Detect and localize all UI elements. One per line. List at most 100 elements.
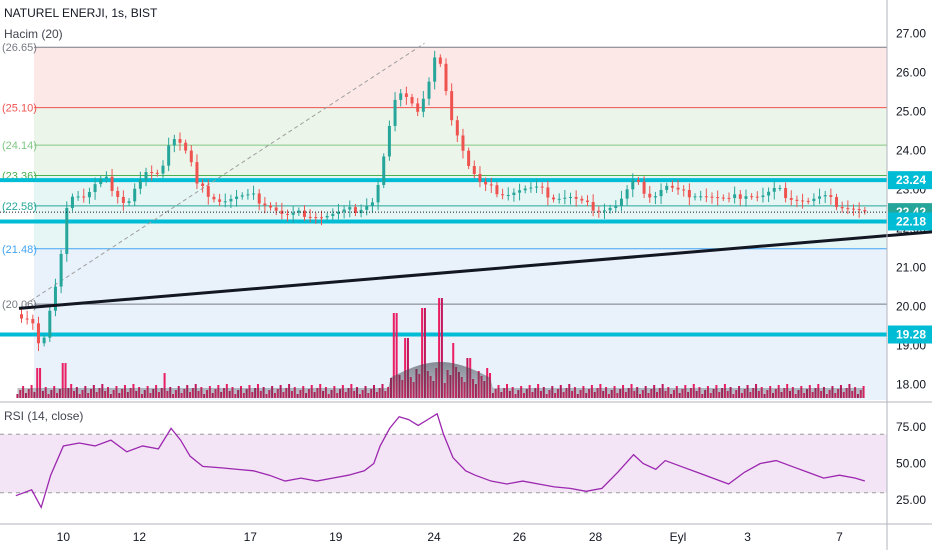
volume-bar: [423, 308, 426, 398]
candle-body: [806, 200, 810, 202]
candle-body: [563, 197, 567, 199]
price-tick-label: 27.00: [896, 27, 926, 41]
candle-body: [161, 165, 165, 174]
candle-body: [99, 178, 103, 185]
rsi-indicator-label[interactable]: RSI (14, close): [4, 409, 84, 423]
candle-body: [144, 172, 148, 180]
fib-zone: [34, 47, 887, 108]
fib-level-label: (22.58): [2, 201, 37, 213]
candle-body: [127, 201, 131, 203]
candle-body: [133, 188, 137, 202]
candle-body: [53, 286, 57, 311]
price-tick-label: 21.00: [896, 260, 926, 274]
candle-body: [70, 196, 74, 209]
candle-body: [636, 179, 640, 182]
rsi-line[interactable]: [15, 412, 866, 510]
candle-body: [155, 172, 159, 174]
price-tick-label: 20.00: [896, 299, 926, 313]
candle-body: [42, 337, 46, 344]
candle-body: [552, 197, 556, 200]
candle-body: [421, 98, 425, 112]
candle-body: [846, 208, 850, 210]
candle-body: [512, 192, 516, 196]
candle-body: [529, 187, 533, 189]
candle-body: [376, 184, 380, 203]
price-badge-label: 23.24: [896, 173, 926, 187]
candle-body: [852, 208, 856, 210]
candle-body: [716, 197, 720, 199]
candle-body: [93, 184, 97, 193]
candle-body: [353, 207, 357, 214]
candle-body: [597, 210, 601, 212]
fib-zone: [34, 145, 887, 176]
volume-bar: [163, 373, 166, 398]
candle-body: [761, 195, 765, 198]
candle-body: [682, 189, 686, 191]
candle-body: [801, 200, 805, 202]
candle-body: [291, 212, 295, 215]
candle-body: [750, 196, 754, 198]
trend-line[interactable]: [18, 204, 932, 310]
candle-body: [812, 198, 816, 202]
volume-bar: [404, 338, 407, 398]
candle-body: [104, 176, 108, 179]
candle-body: [206, 186, 210, 197]
time-tick-label: 26: [513, 530, 527, 544]
fib-anchor-line[interactable]: [18, 42, 425, 309]
candle-body: [31, 318, 35, 324]
time-tick-label: 3: [744, 530, 751, 544]
volume-indicator-label[interactable]: Hacim (20): [4, 27, 63, 41]
candle-body: [314, 217, 318, 219]
rsi-tick-label: 50.00: [896, 457, 926, 471]
candle-body: [359, 209, 363, 214]
candle-body: [195, 162, 199, 184]
candle-body: [280, 210, 284, 214]
candle-body: [399, 93, 403, 100]
candle-body: [823, 195, 827, 197]
candle-body: [642, 181, 646, 194]
candle-body: [738, 194, 742, 199]
fib-level-label: (24.14): [2, 140, 37, 152]
candle-body: [619, 198, 623, 206]
volume-bar: [440, 298, 443, 398]
candle-body: [755, 196, 759, 198]
rsi-tick-label: 25.00: [896, 493, 926, 507]
candle-body: [416, 103, 420, 112]
volume-bar: [61, 363, 64, 398]
candle-body: [501, 194, 505, 196]
fib-level-label: (25.10): [2, 103, 37, 115]
time-tick-label: 12: [133, 530, 147, 544]
candle-body: [325, 215, 329, 218]
candle-body: [631, 179, 635, 190]
candle-body: [178, 139, 182, 143]
fib-zone: [34, 205, 887, 249]
candle-body: [201, 183, 205, 187]
candle-body: [461, 135, 465, 151]
candle-body: [308, 216, 312, 218]
candle-body: [676, 187, 680, 190]
volume-bar: [395, 313, 398, 398]
candle-body: [235, 196, 239, 199]
candle-body: [789, 198, 793, 200]
candle-body: [212, 196, 216, 200]
candle-body: [506, 195, 510, 197]
candle-body: [150, 172, 154, 174]
candle-body: [450, 91, 454, 121]
time-tick-label: 17: [244, 530, 258, 544]
candle-body: [110, 176, 114, 191]
candle-body: [76, 196, 80, 198]
candle-body: [274, 207, 278, 211]
candle-body: [710, 196, 714, 198]
fib-zone: [34, 107, 887, 146]
candle-body: [608, 207, 612, 211]
candle-body: [269, 205, 273, 208]
candle-body: [489, 184, 493, 186]
candle-body: [569, 196, 573, 198]
candle-body: [670, 185, 674, 188]
candle-body: [438, 57, 442, 64]
time-tick-label: 19: [329, 530, 343, 544]
candle-body: [699, 196, 703, 198]
candle-body: [574, 196, 578, 199]
